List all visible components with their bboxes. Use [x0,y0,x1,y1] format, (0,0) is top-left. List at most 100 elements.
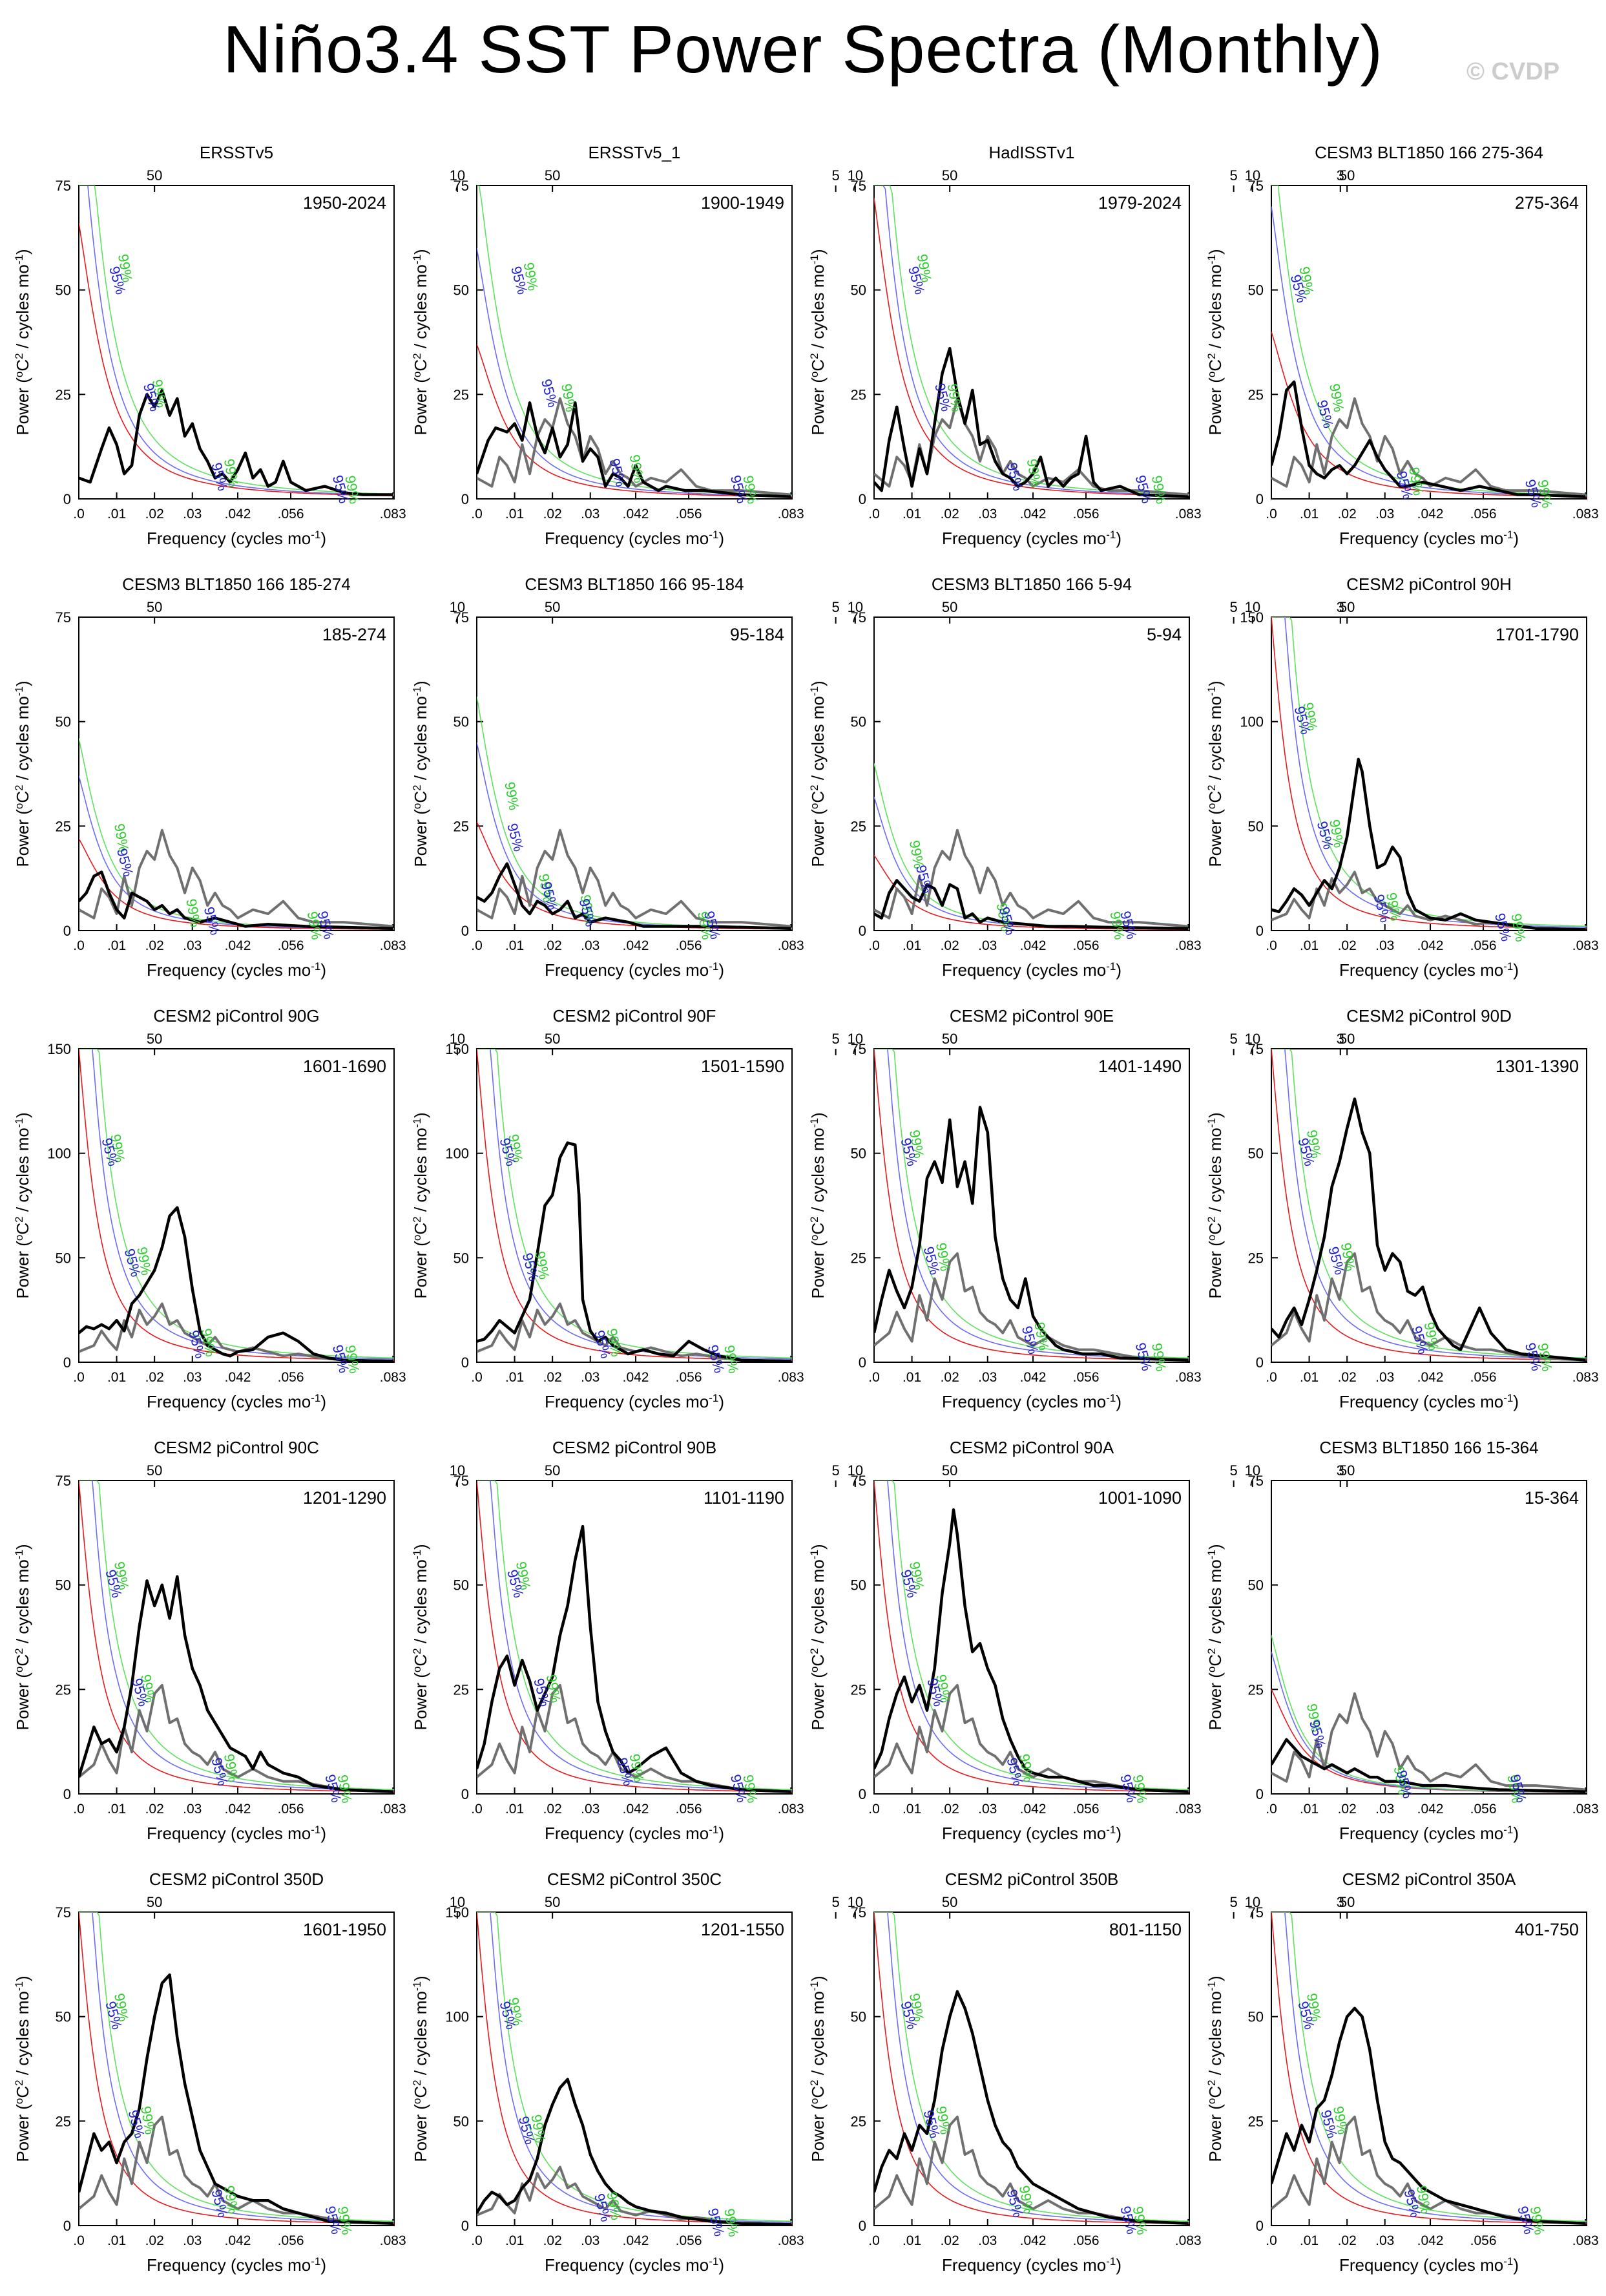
sig99-label: 99% [558,383,579,414]
panel-title: CESM2 piControl 90B [552,1438,716,1457]
plot-frame [78,1912,395,2226]
x-tick-label: .042 [1417,1802,1444,1817]
plot-frame [873,185,1190,500]
period-tick-label: 50 [942,1894,957,1910]
x-tick-label: .02 [1338,2233,1357,2248]
period-label: 1101-1190 [704,1488,784,1508]
x-tick-label: .01 [107,507,126,521]
period-tick-label: 50 [545,167,560,184]
sig95-curve [79,185,394,496]
y-tick-label: 50 [1248,2009,1264,2025]
x-tick-label: .083 [380,2233,406,2248]
curves [1271,1912,1587,2226]
x-tick-label: .0 [868,2233,880,2248]
x-tick-label: .083 [778,2233,804,2248]
period-tick-label: 50 [1339,599,1355,615]
period-tick-label: 5 [1230,1031,1238,1047]
reference-spectrum-line [477,1683,791,1793]
y-tick-label: 50 [56,1577,71,1594]
sig99-curve [79,1912,394,2222]
x-tick-label: .042 [225,1802,251,1817]
x-tick-label: .083 [380,938,406,953]
x-axis-label: Frequency (cycles mo-1) [942,2255,1121,2275]
y-tick-label: 0 [1256,923,1264,939]
y-tick-label: 50 [1248,282,1264,299]
x-tick-label: .03 [978,1370,997,1385]
sig95-label: 95% [201,905,224,937]
x-tick-label: .042 [623,2233,649,2248]
y-tick-label: 0 [63,1354,71,1371]
x-tick-label: .02 [941,938,959,953]
period-tick-label: 50 [1339,1031,1355,1047]
y-tick-label: 25 [851,1681,866,1698]
x-axis-label: Frequency (cycles mo-1) [147,2255,326,2275]
x-axis-label: Frequency (cycles mo-1) [942,529,1121,549]
y-tick-label: 75 [1248,1904,1264,1921]
y-tick-label: 25 [851,2113,866,2129]
spectrum-line [79,1575,393,1794]
x-axis-label: Frequency (cycles mo-1) [1339,529,1519,549]
period-tick-label: 10 [1245,1031,1260,1047]
y-tick-label: 100 [445,2009,469,2025]
spectrum-panel: CESM2 piControl 350D1601-1950.0.01.02.03… [13,1869,1344,2275]
x-tick-label: .0 [471,1370,483,1385]
x-tick-label: .01 [505,1370,524,1385]
y-axis-label: Power (oC2 / cycles mo-1) [13,249,33,435]
sig95-label: 95% [576,897,600,929]
x-tick-label: .042 [225,938,251,953]
y-tick-label: 150 [445,1041,469,1057]
period-label: 1900-1949 [701,193,784,213]
y-tick-label: 0 [461,923,469,939]
period-tick-label: 10 [848,1894,863,1910]
spectrum-panel: CESM3 BLT1850 166 275-364 275-364 .0 .01 .02… [1205,143,1599,549]
spectrum-panel: CESM2 piControl 90D 1301-1390 .0 .01 .02 .03.… [1205,1006,1599,1411]
x-axis-label: Frequency (cycles mo-1) [942,1824,1121,1844]
red-noise-curve [477,1912,792,2224]
x-tick-label: .03 [1375,2233,1394,2248]
curves [874,1049,1189,1362]
period-tick-label: 10 [1245,599,1260,615]
spectrum-line [1271,2006,1586,2226]
spectrum-line [1271,1097,1586,1362]
sig99-curve [477,696,792,929]
spectrum-line [874,346,1189,499]
sig95-curve [874,1912,1189,2223]
spectrum-line [477,401,791,499]
spectrum-panel: ERSSTv5_1 1900-1949 .0 .01 .02 .03 .042 .056 .08… [411,143,1238,548]
red-noise-curve [874,1480,1189,1793]
panel-title: CESM2 piControl 350B [945,1869,1119,1889]
x-tick-label: .01 [1300,507,1319,521]
curves [1271,617,1587,931]
x-axis-label: Frequency (cycles mo-1) [545,1824,724,1844]
y-tick-label: 75 [1248,178,1264,194]
spectrum-line [1271,1738,1586,1794]
y-tick-label: 0 [461,1354,469,1371]
plot-frame [476,1912,793,2226]
x-tick-label: .0 [471,2233,483,2248]
sig95-curve [477,742,792,929]
y-tick-label: 0 [859,1354,866,1371]
x-tick-label: .0 [471,938,483,953]
y-tick-label: 25 [454,386,469,403]
period-tick-label: 50 [147,167,162,184]
y-tick-label: 50 [56,282,71,299]
x-tick-label: .0 [73,1370,85,1385]
sig99-curve [79,1480,394,1791]
y-tick-label: 50 [56,1250,71,1266]
x-tick-label: .03 [183,1802,202,1817]
period-tick-label: 5 [832,1031,840,1047]
y-tick-label: 75 [454,1473,469,1489]
period-tick-label: 5 [1230,167,1238,184]
x-tick-label: .042 [623,507,649,521]
x-tick-label: .042 [1020,938,1047,953]
x-tick-label: .01 [107,1802,126,1817]
spectrum-line [79,388,393,496]
y-tick-label: 50 [56,2009,71,2025]
y-tick-label: 0 [461,2218,469,2234]
x-tick-label: .042 [623,1802,649,1817]
y-tick-label: 50 [454,2113,469,2129]
y-tick-label: 150 [445,1904,469,1921]
x-tick-label: .02 [941,1802,959,1817]
sig95-label: 95% [606,457,629,489]
x-tick-label: .083 [778,938,804,953]
